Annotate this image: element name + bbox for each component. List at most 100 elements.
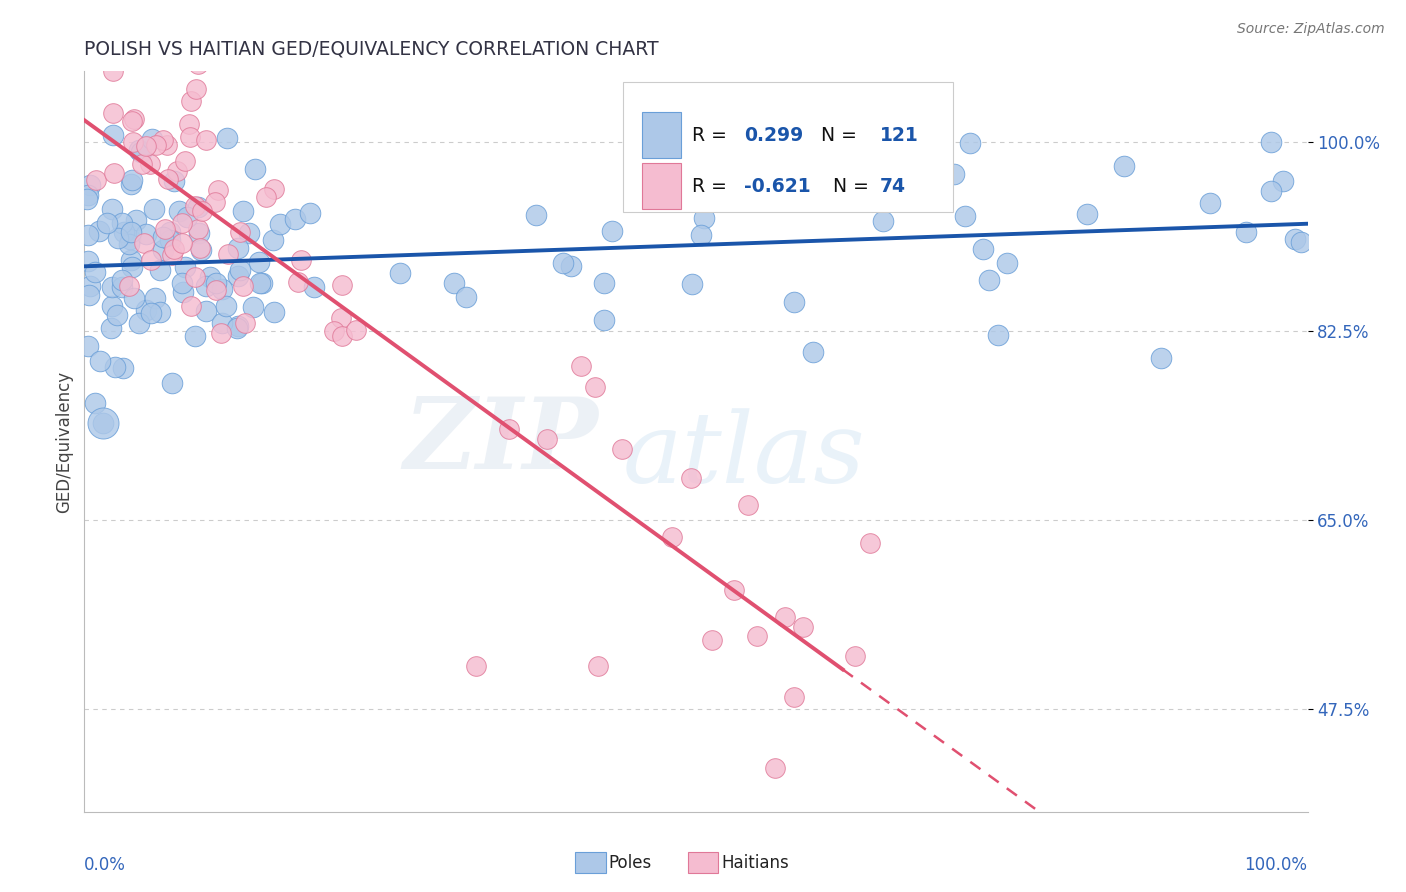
Point: [176, 210, 198, 224]
Point: [121, 135, 143, 149]
Point: [91, 416, 114, 430]
Point: [141, 132, 163, 146]
Point: [661, 530, 683, 544]
Point: [263, 182, 285, 196]
Point: [1260, 185, 1282, 199]
Point: [269, 217, 291, 231]
Point: [84, 396, 107, 410]
Point: [191, 203, 214, 218]
Point: [145, 138, 167, 153]
Point: [226, 318, 249, 333]
Point: [160, 248, 183, 262]
Point: [1114, 160, 1136, 174]
Point: [560, 259, 582, 273]
Point: [232, 278, 254, 293]
Point: [118, 279, 141, 293]
Point: [464, 658, 486, 673]
Point: [801, 345, 824, 359]
Point: [101, 63, 124, 78]
Point: [204, 276, 226, 290]
Point: [330, 277, 353, 292]
Point: [207, 183, 229, 197]
Point: [689, 227, 711, 242]
Point: [238, 226, 260, 240]
Point: [129, 145, 152, 159]
Text: R =: R =: [692, 177, 733, 196]
Point: [943, 167, 966, 181]
Point: [149, 304, 172, 318]
Point: [997, 256, 1019, 270]
Point: [111, 360, 134, 375]
Point: [184, 329, 207, 343]
Point: [111, 273, 134, 287]
Point: [152, 133, 174, 147]
Point: [217, 130, 239, 145]
Point: [209, 326, 232, 340]
Point: [679, 471, 702, 485]
Point: [121, 113, 143, 128]
Point: [298, 205, 321, 219]
Point: [100, 321, 122, 335]
Point: [89, 224, 111, 238]
Point: [103, 166, 125, 180]
Point: [86, 172, 108, 186]
FancyBboxPatch shape: [643, 112, 682, 158]
Point: [226, 321, 249, 335]
Point: [569, 359, 592, 373]
Point: [121, 173, 143, 187]
FancyBboxPatch shape: [643, 163, 682, 210]
Point: [211, 316, 233, 330]
Point: [1236, 225, 1258, 239]
Point: [120, 177, 142, 191]
Y-axis label: GED/Equivalency: GED/Equivalency: [55, 370, 73, 513]
Point: [593, 277, 616, 291]
Point: [233, 316, 256, 330]
Point: [135, 227, 157, 241]
Text: Poles: Poles: [609, 854, 652, 871]
Point: [443, 276, 465, 290]
Point: [174, 260, 197, 274]
Point: [454, 290, 477, 304]
Point: [723, 583, 745, 598]
Point: [139, 156, 162, 170]
Text: Haitians: Haitians: [721, 854, 789, 871]
Point: [254, 190, 277, 204]
Point: [195, 304, 218, 318]
Point: [747, 629, 769, 643]
Point: [783, 295, 806, 310]
Point: [149, 263, 172, 277]
Point: [142, 202, 165, 216]
Text: 0.0%: 0.0%: [84, 856, 127, 874]
Point: [186, 82, 208, 96]
Point: [107, 231, 129, 245]
Point: [122, 291, 145, 305]
Text: R =: R =: [692, 126, 733, 145]
Point: [100, 202, 122, 216]
Point: [76, 253, 98, 268]
Point: [91, 416, 114, 430]
Point: [252, 276, 274, 290]
Point: [217, 246, 239, 260]
Point: [283, 211, 305, 226]
Point: [166, 163, 188, 178]
Point: [141, 306, 163, 320]
Point: [131, 156, 153, 170]
Point: [229, 263, 252, 277]
Point: [536, 433, 558, 447]
Point: [188, 226, 211, 240]
Point: [120, 253, 142, 268]
Point: [118, 237, 141, 252]
Point: [524, 208, 547, 222]
Point: [693, 211, 716, 226]
Point: [121, 260, 143, 274]
Point: [195, 133, 218, 147]
Point: [290, 252, 312, 267]
Point: [90, 40, 112, 54]
Text: -0.621: -0.621: [744, 177, 810, 196]
Point: [167, 204, 190, 219]
Point: [132, 235, 155, 250]
FancyBboxPatch shape: [623, 82, 953, 212]
Point: [163, 174, 186, 188]
Point: [114, 225, 136, 239]
Point: [232, 203, 254, 218]
